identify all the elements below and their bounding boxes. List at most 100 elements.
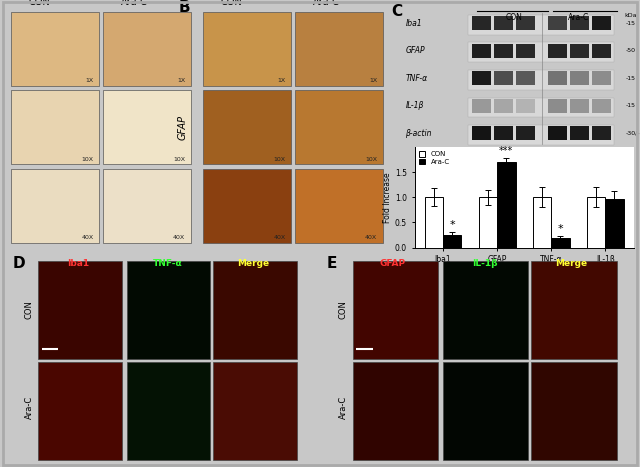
Bar (516, 126, 535, 141)
Text: 1X: 1X (86, 78, 93, 83)
Text: *: * (557, 224, 563, 234)
Bar (472, 99, 492, 113)
Text: CON: CON (221, 0, 243, 7)
Text: TNF-α: TNF-α (406, 74, 428, 83)
Bar (551, 239, 570, 248)
Bar (494, 16, 513, 30)
Bar (425, 197, 443, 248)
Bar (12, 90, 99, 164)
Text: 40X: 40X (173, 235, 185, 241)
Text: 10X: 10X (173, 157, 185, 162)
Bar (548, 99, 567, 113)
Bar (468, 70, 614, 90)
Bar (472, 16, 492, 30)
Text: CON: CON (506, 14, 522, 22)
Bar (12, 12, 99, 85)
Text: Iba1: Iba1 (67, 259, 89, 268)
Text: E: E (326, 256, 337, 271)
Bar (548, 43, 567, 58)
Text: kDa: kDa (625, 14, 637, 19)
Text: Ara-C: Ara-C (25, 396, 34, 419)
Bar (295, 90, 383, 164)
Bar (494, 99, 513, 113)
Bar (494, 71, 513, 85)
Text: Ara-C: Ara-C (121, 0, 148, 7)
Bar (570, 99, 589, 113)
Bar (494, 126, 513, 141)
Bar (548, 126, 567, 141)
Text: CON: CON (25, 300, 34, 319)
Bar (516, 99, 535, 113)
Text: GFAP: GFAP (406, 46, 425, 55)
Bar (497, 162, 515, 248)
Bar (592, 43, 611, 58)
Text: *: * (449, 220, 455, 230)
Bar (479, 197, 497, 248)
Bar (570, 16, 589, 30)
Bar (204, 12, 291, 85)
Bar (592, 71, 611, 85)
Text: TNF-α: TNF-α (153, 259, 182, 268)
Text: β-actin: β-actin (406, 129, 432, 138)
Bar (472, 43, 492, 58)
Text: GFAP: GFAP (178, 115, 188, 140)
Bar (516, 43, 535, 58)
Bar (443, 235, 461, 248)
Bar (472, 126, 492, 141)
Bar (516, 16, 535, 30)
Bar (570, 126, 589, 141)
Text: 40X: 40X (365, 235, 377, 241)
Text: -15: -15 (625, 76, 636, 81)
Bar (592, 126, 611, 141)
Bar (103, 90, 191, 164)
Text: ***: *** (499, 146, 513, 156)
Bar (204, 169, 291, 243)
Text: IL-1β: IL-1β (406, 101, 424, 110)
Bar (468, 42, 614, 62)
Bar (295, 169, 383, 243)
Text: IL-1β: IL-1β (472, 259, 497, 268)
Text: C: C (392, 4, 403, 19)
Bar (204, 90, 291, 164)
Text: 1X: 1X (177, 78, 185, 83)
Text: Merge: Merge (237, 259, 269, 268)
Bar (103, 12, 191, 85)
Text: GFAP: GFAP (380, 259, 406, 268)
Text: Iba1: Iba1 (406, 19, 422, 28)
Text: 10X: 10X (365, 157, 377, 162)
Bar (468, 98, 614, 117)
Text: 10X: 10X (274, 157, 285, 162)
Bar (548, 71, 567, 85)
Text: D: D (13, 256, 25, 271)
Bar (516, 71, 535, 85)
Bar (592, 99, 611, 113)
Text: -15: -15 (625, 21, 636, 26)
Bar (570, 71, 589, 85)
Bar (592, 16, 611, 30)
Bar (570, 43, 589, 58)
Bar (468, 15, 614, 35)
Bar (548, 16, 567, 30)
Text: Merge: Merge (556, 259, 588, 268)
Bar (605, 199, 623, 248)
Text: CON: CON (29, 0, 51, 7)
Bar (468, 125, 614, 145)
Text: -50: -50 (625, 48, 636, 53)
Text: 10X: 10X (82, 157, 93, 162)
Text: Ara-C: Ara-C (568, 14, 589, 22)
Text: 40X: 40X (81, 235, 93, 241)
Text: -30/-35: -30/-35 (625, 131, 640, 136)
Bar (533, 197, 551, 248)
Text: -15: -15 (625, 103, 636, 108)
Bar (472, 71, 492, 85)
Text: Ara-C: Ara-C (313, 0, 340, 7)
Text: 1X: 1X (278, 78, 285, 83)
Text: B: B (179, 0, 191, 15)
Bar (12, 169, 99, 243)
Text: Ara-C: Ara-C (339, 396, 348, 419)
Y-axis label: Fold Increase: Fold Increase (383, 172, 392, 223)
Bar (103, 169, 191, 243)
Bar (587, 197, 605, 248)
Text: CON: CON (339, 300, 348, 319)
Bar (494, 43, 513, 58)
